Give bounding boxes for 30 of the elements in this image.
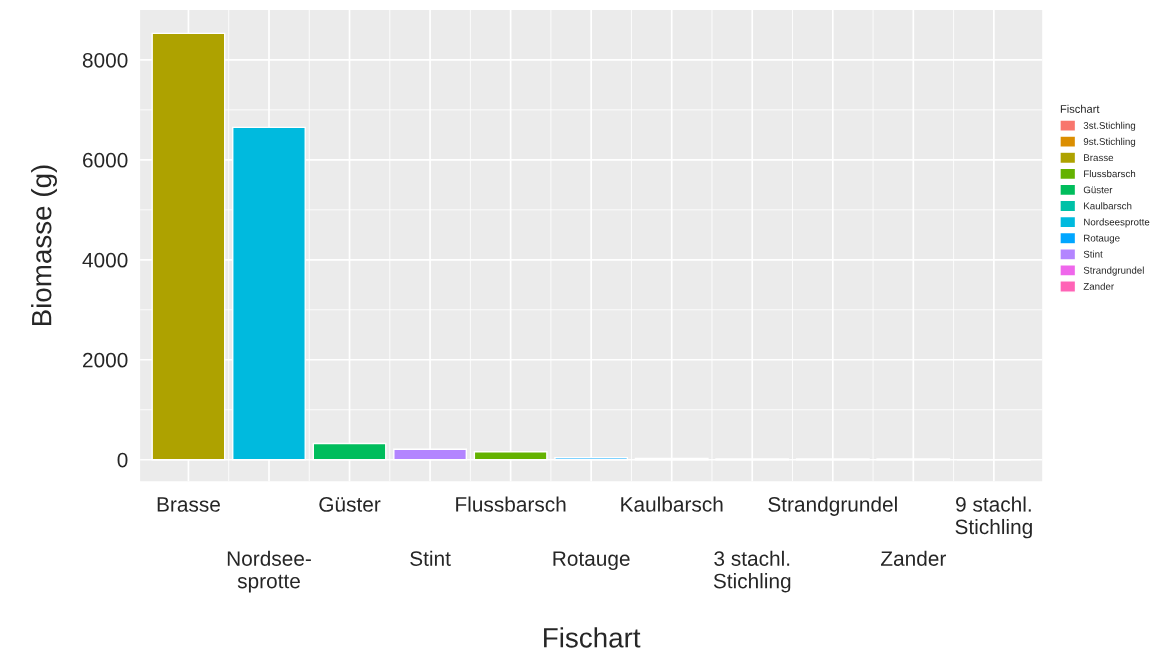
legend-title: Fischart <box>1060 104 1100 113</box>
legend-label: Zander <box>1083 282 1114 290</box>
x-tick-label: Stint <box>410 550 451 566</box>
y-axis-title: Biomasse (g) <box>31 165 57 326</box>
y-tick-label: 0 <box>117 452 128 468</box>
x-tick-label: Kaulbarsch <box>621 496 723 512</box>
legend-label: 3st.Stichling <box>1083 121 1136 131</box>
legend-label: Nordseesprotte <box>1084 218 1150 228</box>
legend-label: Rotauge <box>1084 234 1120 244</box>
x-tick-label: Brasse <box>157 497 220 512</box>
legend-label: Kaulbarsch <box>1084 202 1132 210</box>
y-tick-label: 2000 <box>83 352 128 368</box>
x-axis-title: Fischart <box>544 627 641 648</box>
y-tick-label: 4000 <box>82 252 128 268</box>
x-tick-label: Nordsee- sprotte <box>227 550 311 593</box>
x-tick-label: Flussbarsch <box>456 496 566 512</box>
x-tick-label: Rotauge <box>553 551 630 571</box>
y-tick-label: 8000 <box>82 52 128 68</box>
legend-label: Stint <box>1083 250 1103 258</box>
x-tick-label: Zander <box>880 550 946 566</box>
x-tick-label: Güster <box>319 497 381 512</box>
legend-label: Strandgrundel <box>1083 266 1144 276</box>
x-tick-label: 9 stachl. Stichling <box>955 496 1032 539</box>
legend-label: 9st.Stichling <box>1083 137 1136 147</box>
x-tick-label: 3 stachl. Stichling <box>713 550 791 593</box>
legend-label: Brasse <box>1084 154 1114 162</box>
legend-label: Flussbarsch <box>1084 170 1136 178</box>
x-tick-label: Strandgrundel <box>768 496 897 516</box>
legend-label: Güster <box>1083 186 1113 194</box>
y-tick-label: 6000 <box>83 152 128 168</box>
